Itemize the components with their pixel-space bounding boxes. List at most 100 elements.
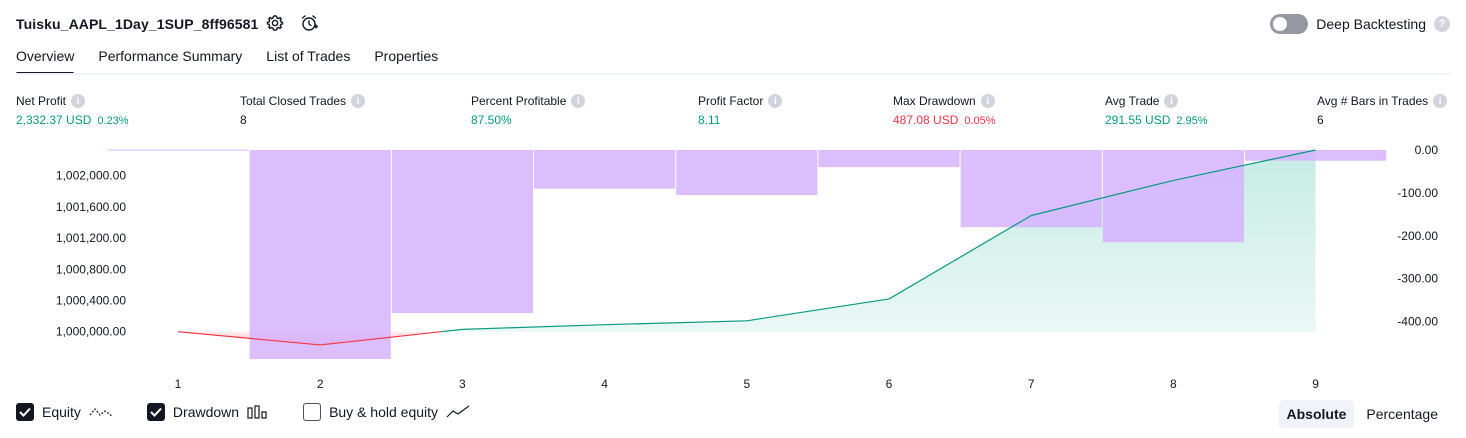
metric-label: Total Closed Trades bbox=[240, 94, 347, 108]
drawdown-bar bbox=[818, 150, 960, 168]
equity-line-segment bbox=[604, 320, 747, 326]
x-axis-tick-label: 4 bbox=[601, 377, 608, 391]
alarm-clock-plus-icon[interactable] bbox=[298, 12, 320, 34]
tab-properties[interactable]: Properties bbox=[374, 48, 439, 64]
metric-value: 2,332.37 USD bbox=[16, 113, 92, 127]
legend-equity-label: Equity bbox=[42, 404, 81, 420]
metric-label: Avg Trade bbox=[1105, 94, 1160, 108]
metric-value: 8 bbox=[240, 113, 247, 127]
x-axis-tick-label: 3 bbox=[459, 377, 466, 391]
x-axis-tick-label: 8 bbox=[1170, 377, 1177, 391]
strategy-title: Tuisku_AAPL_1Day_1SUP_8ff96581 bbox=[16, 16, 259, 32]
strategy-header: Tuisku_AAPL_1Day_1SUP_8ff96581 Deep Back… bbox=[0, 0, 1466, 48]
info-icon[interactable]: i bbox=[980, 94, 995, 108]
left-axis-tick-label: 1,002,000.00 bbox=[56, 169, 126, 183]
tab-list-of-trades[interactable]: List of Trades bbox=[266, 48, 351, 64]
metric-percent: 2.95% bbox=[1176, 115, 1208, 127]
scale-mode-switch: Absolute Percentage bbox=[1278, 400, 1447, 428]
metric-profit-factor: Profit Factor i 8.11 bbox=[698, 93, 783, 127]
metric-label: Max Drawdown bbox=[893, 94, 976, 108]
percentage-button[interactable]: Percentage bbox=[1366, 406, 1438, 422]
legend-equity[interactable]: Equity bbox=[16, 403, 113, 421]
legend-buy-hold-label: Buy & hold equity bbox=[329, 404, 439, 420]
equity-line-segment bbox=[1173, 149, 1316, 182]
info-icon[interactable]: i bbox=[1164, 94, 1179, 108]
report-tabs: Overview Performance Summary List of Tra… bbox=[16, 48, 439, 75]
right-axis-tick-label: -100.00 bbox=[1397, 186, 1438, 200]
metric-value: 487.08 USD bbox=[893, 113, 959, 127]
x-axis-tick-label: 9 bbox=[1312, 377, 1319, 391]
right-axis-tick-label: -400.00 bbox=[1397, 315, 1438, 329]
deep-backtesting-label: Deep Backtesting bbox=[1316, 16, 1426, 32]
equity-line-segment bbox=[888, 214, 1032, 300]
metrics-row: Net Profit i 2,332.37 USD 0.23% Total Clos… bbox=[0, 93, 1466, 133]
metric-avg-bars-in-trades: Avg # Bars in Trades i 6 bbox=[1317, 93, 1448, 127]
equity-line-segment bbox=[462, 324, 605, 330]
metric-label: Percent Profitable bbox=[471, 94, 567, 108]
metric-label: Avg # Bars in Trades bbox=[1317, 94, 1429, 108]
tab-overview[interactable]: Overview bbox=[16, 48, 75, 75]
tabs-divider bbox=[16, 73, 1450, 75]
right-axis-tick-label: -300.00 bbox=[1397, 272, 1438, 286]
metric-percent: 0.05% bbox=[964, 115, 996, 127]
buy-hold-line-icon bbox=[446, 405, 470, 418]
info-icon[interactable]: i bbox=[71, 94, 86, 108]
drawdown-checkbox[interactable] bbox=[146, 403, 165, 421]
drawdown-bar bbox=[1102, 150, 1244, 243]
left-axis-tick-label: 1,000,400.00 bbox=[56, 294, 126, 308]
tab-performance-summary[interactable]: Performance Summary bbox=[98, 48, 243, 64]
legend-drawdown-label: Drawdown bbox=[172, 404, 240, 420]
drawdown-bar bbox=[534, 150, 676, 189]
info-icon[interactable]: i bbox=[1433, 94, 1448, 108]
equity-line-segment bbox=[746, 298, 890, 322]
drawdown-bar bbox=[1245, 150, 1387, 161]
left-axis-tick-label: 1,000,000.00 bbox=[56, 325, 126, 339]
chart-legend: Equity Drawdown Buy & hold equity bbox=[16, 403, 504, 421]
metric-value: 6 bbox=[1317, 113, 1324, 127]
metric-value: 87.50% bbox=[471, 113, 512, 127]
drawdown-bars-icon bbox=[247, 405, 267, 419]
equity-line-icon bbox=[89, 408, 113, 417]
drawdown-bar bbox=[676, 150, 818, 196]
info-icon[interactable]: i bbox=[351, 94, 366, 108]
equity-area-fill bbox=[441, 150, 1316, 332]
left-axis-tick-label: 1,001,600.00 bbox=[56, 200, 126, 214]
right-axis-tick-label: 0.00 bbox=[1415, 143, 1439, 157]
x-axis-tick-label: 6 bbox=[886, 377, 893, 391]
equity-line-segment bbox=[1031, 179, 1174, 217]
right-axis-tick-label: -200.00 bbox=[1397, 229, 1438, 243]
toggle-knob bbox=[1273, 17, 1288, 31]
drawdown-bar bbox=[960, 150, 1102, 228]
gear-icon[interactable] bbox=[264, 12, 286, 34]
metric-max-drawdown: Max Drawdown i 487.08 USD 0.05% bbox=[893, 93, 996, 127]
metric-net-profit: Net Profit i 2,332.37 USD 0.23% bbox=[16, 93, 129, 127]
equity-line-segment bbox=[177, 331, 321, 346]
legend-drawdown[interactable]: Drawdown bbox=[146, 403, 269, 421]
equity-line-segment bbox=[441, 328, 463, 333]
legend-buy-hold[interactable]: Buy & hold equity bbox=[303, 403, 470, 421]
equity-checkbox[interactable] bbox=[16, 403, 34, 421]
x-axis-tick-label: 2 bbox=[317, 377, 324, 391]
equity-drawdown-chart[interactable]: 1,000,000.00 1,000,400.00 1,000,800.00 1,00… bbox=[0, 140, 1466, 395]
metric-avg-trade: Avg Trade i 291.55 USD 2.95% bbox=[1105, 93, 1208, 127]
info-icon[interactable]: i bbox=[571, 94, 586, 108]
metric-total-closed-trades: Total Closed Trades i 8 bbox=[240, 93, 366, 127]
metric-percent: 0.23% bbox=[97, 115, 129, 127]
deep-backtesting-toggle[interactable] bbox=[1270, 14, 1309, 34]
metric-label: Profit Factor bbox=[698, 94, 764, 108]
x-axis-tick-label: 7 bbox=[1028, 377, 1035, 391]
absolute-button[interactable]: Absolute bbox=[1278, 400, 1355, 428]
drawdown-bar bbox=[391, 150, 533, 314]
deep-backtesting: Deep Backtesting ? bbox=[1270, 14, 1450, 34]
metric-percent-profitable: Percent Profitable i 87.50% bbox=[471, 93, 586, 127]
info-icon[interactable]: i bbox=[768, 94, 783, 108]
metric-label: Net Profit bbox=[16, 94, 67, 108]
left-axis-tick-label: 1,001,200.00 bbox=[56, 231, 126, 245]
left-axis-tick-label: 1,000,800.00 bbox=[56, 262, 126, 276]
equity-line-segment bbox=[320, 331, 442, 346]
metric-value: 8.11 bbox=[698, 113, 721, 127]
metric-value: 291.55 USD bbox=[1105, 113, 1171, 127]
x-axis-tick-label: 5 bbox=[743, 377, 750, 391]
help-icon[interactable]: ? bbox=[1434, 16, 1450, 32]
buy-hold-checkbox[interactable] bbox=[303, 403, 322, 421]
